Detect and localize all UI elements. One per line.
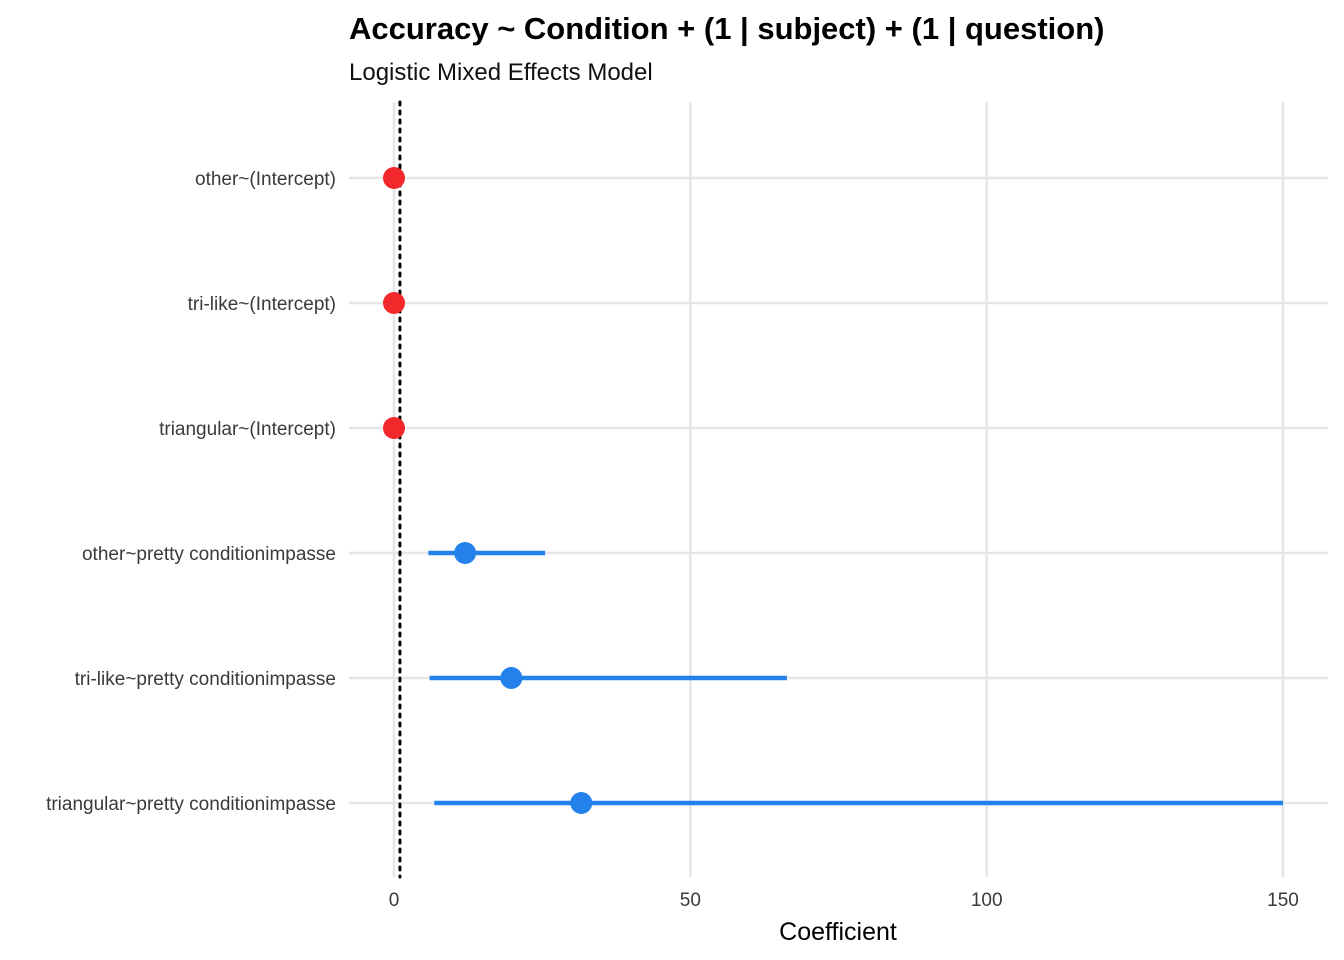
coefficient-point (454, 542, 477, 564)
coefficient-point (570, 792, 593, 814)
y-tick-label: other~(Intercept) (195, 169, 336, 190)
x-tick-labels: 0 50 100 150 (389, 890, 1299, 911)
y-tick-labels: other~(Intercept) tri-like~(Intercept) tri… (46, 169, 336, 815)
x-tick-label: 100 (971, 890, 1003, 911)
coefficient-point (383, 292, 405, 314)
coefficient-point (383, 167, 405, 189)
y-tick-label: triangular~(Intercept) (159, 419, 336, 440)
y-tick-label: triangular~pretty conditionimpasse (46, 794, 336, 815)
grid-layer (349, 102, 1328, 877)
x-tick-label: 50 (680, 890, 701, 911)
coefficient-point (383, 417, 405, 439)
y-tick-label: other~pretty conditionimpasse (82, 544, 336, 565)
y-tick-label: tri-like~pretty conditionimpasse (75, 669, 336, 690)
coefficient-point (500, 667, 523, 689)
marks-layer (383, 167, 1283, 814)
x-tick-label: 150 (1267, 890, 1299, 911)
x-axis-label: Coefficient (779, 918, 897, 946)
x-tick-label: 0 (389, 890, 400, 911)
y-tick-label: tri-like~(Intercept) (188, 294, 336, 315)
chart-title: Accuracy ~ Condition + (1 | subject) + (… (349, 11, 1104, 46)
chart-subtitle: Logistic Mixed Effects Model (349, 59, 653, 86)
